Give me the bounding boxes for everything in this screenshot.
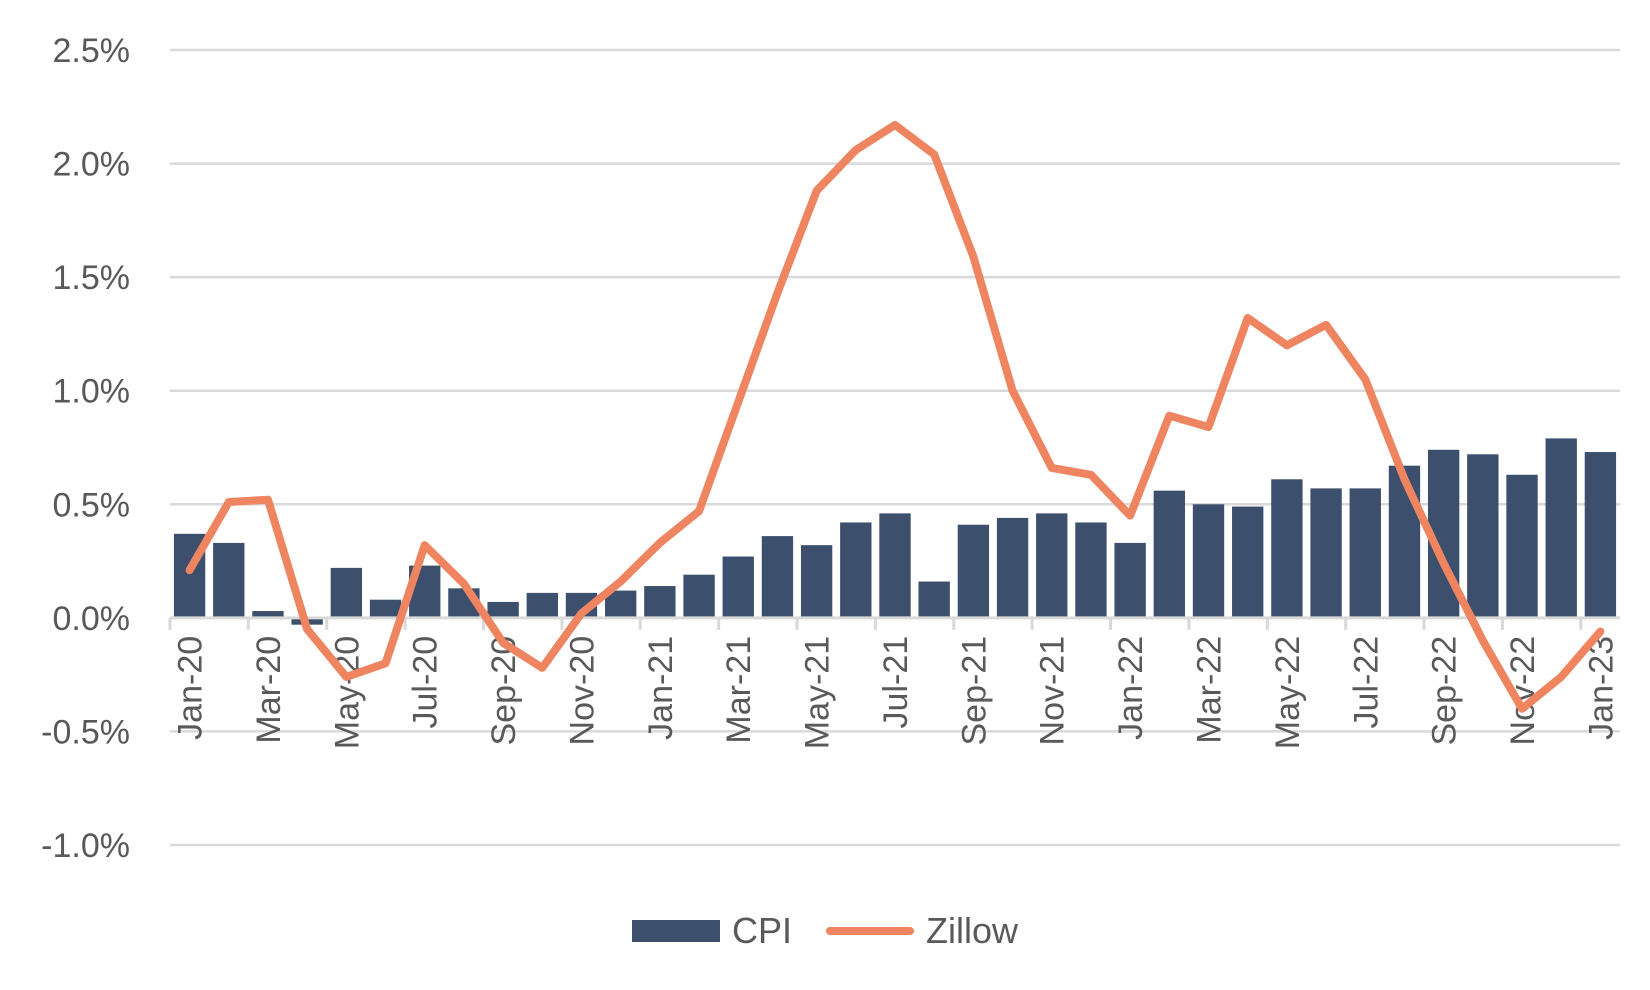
bar-cpi-Mar-22 — [1192, 504, 1225, 618]
y-axis-ticks: 2.5% 2.0% 1.5% 1.0% 0.5% 0.0% -0.5% -1.0% — [41, 32, 130, 865]
x-tick-label: May-20 — [328, 636, 366, 749]
x-tick-label: May-21 — [799, 636, 837, 749]
bar-cpi-May-21 — [800, 545, 833, 618]
bar-cpi-Mar-21 — [722, 556, 754, 618]
x-tick-label: Nov-20 — [563, 636, 601, 746]
bar-cpi-Aug-21 — [918, 581, 950, 618]
bar-cpi-Feb-20 — [213, 542, 245, 618]
zillow-line — [185, 120, 1605, 713]
x-tick-label: Sep-22 — [1426, 636, 1464, 746]
bar-cpi-Mar-20 — [252, 611, 284, 618]
x-tick-label: Mar-20 — [250, 636, 288, 744]
y-tick-label: 2.0% — [53, 146, 131, 184]
bar-cpi-Apr-22 — [1232, 506, 1264, 618]
y-tick-label: 1.5% — [53, 259, 131, 297]
x-tick-label: Jul-20 — [407, 636, 445, 729]
bar-cpi-Dec-21 — [1075, 522, 1107, 618]
x-tick-label: Mar-21 — [720, 636, 758, 744]
bar-cpi-Sep-21 — [957, 524, 990, 618]
x-tick-label: Jan-20 — [172, 636, 210, 740]
zillow-line-group — [185, 120, 1605, 713]
chart: 2.5% 2.0% 1.5% 1.0% 0.5% 0.0% -0.5% -1.0% Jan-2… — [41, 32, 1621, 865]
bar-cpi-Oct-22 — [1467, 454, 1499, 618]
bar-cpi-Feb-21 — [683, 574, 715, 618]
y-tick-label: -0.5% — [41, 713, 130, 751]
legend-label-cpi: CPI — [731, 910, 792, 951]
bar-cpi-Oct-20 — [526, 592, 558, 618]
bar-cpi-Jun-21 — [840, 522, 872, 618]
legend: CPI Zillow — [0, 910, 1650, 952]
bar-cpi-Apr-21 — [761, 536, 794, 618]
bar-cpi-Jun-20 — [369, 599, 402, 618]
bar-cpi-Jun-22 — [1310, 488, 1342, 618]
legend-item-zillow: Zillow — [826, 910, 1018, 952]
y-tick-label: 0.0% — [53, 600, 131, 638]
x-tick-label: Sep-21 — [955, 636, 993, 746]
x-tick-label: May-22 — [1269, 636, 1307, 749]
bar-cpi-Sep-20 — [487, 601, 519, 618]
bar-cpi-May-22 — [1271, 479, 1303, 618]
y-tick-label: 2.5% — [53, 32, 131, 70]
x-tick-label: Jan-21 — [642, 636, 680, 740]
legend-label-zillow: Zillow — [926, 910, 1019, 951]
bar-cpi-Jan-23 — [1584, 452, 1617, 618]
bar-cpi-Jul-22 — [1349, 488, 1381, 618]
x-tick-label: Jan-23 — [1582, 636, 1620, 740]
legend-swatch-cpi — [631, 920, 720, 942]
bar-cpi-Oct-21 — [996, 517, 1029, 618]
y-tick-label: -1.0% — [41, 827, 130, 865]
bar-cpi-Feb-22 — [1153, 490, 1185, 618]
legend-item-cpi: CPI — [631, 910, 792, 952]
x-tick-label: Jul-22 — [1347, 636, 1385, 729]
y-tick-label: 0.5% — [53, 486, 131, 524]
y-tick-label: 1.0% — [53, 373, 131, 411]
bar-cpi-Jul-21 — [879, 513, 911, 618]
x-tick-label: Jul-21 — [877, 636, 915, 729]
bar-cpi-Nov-21 — [1036, 513, 1068, 618]
bar-cpi-Dec-22 — [1545, 438, 1577, 618]
x-tick-label: Nov-21 — [1034, 636, 1072, 746]
cpi-bars — [173, 438, 1617, 625]
x-tick-label: Mar-22 — [1191, 636, 1229, 744]
bar-cpi-Aug-22 — [1388, 465, 1421, 618]
bar-cpi-Jan-21 — [644, 586, 676, 618]
bar-cpi-Nov-22 — [1506, 474, 1538, 618]
bar-cpi-Jan-22 — [1114, 542, 1146, 618]
bar-cpi-May-20 — [330, 567, 363, 618]
x-axis — [168, 616, 1620, 630]
x-tick-label: Jan-22 — [1112, 636, 1150, 740]
x-axis-ticks: Jan-20 Mar-20 May-20 Jul-20 Sep-20 Nov-20 Jan-… — [172, 636, 1621, 749]
legend-swatch-zillow — [826, 927, 914, 935]
